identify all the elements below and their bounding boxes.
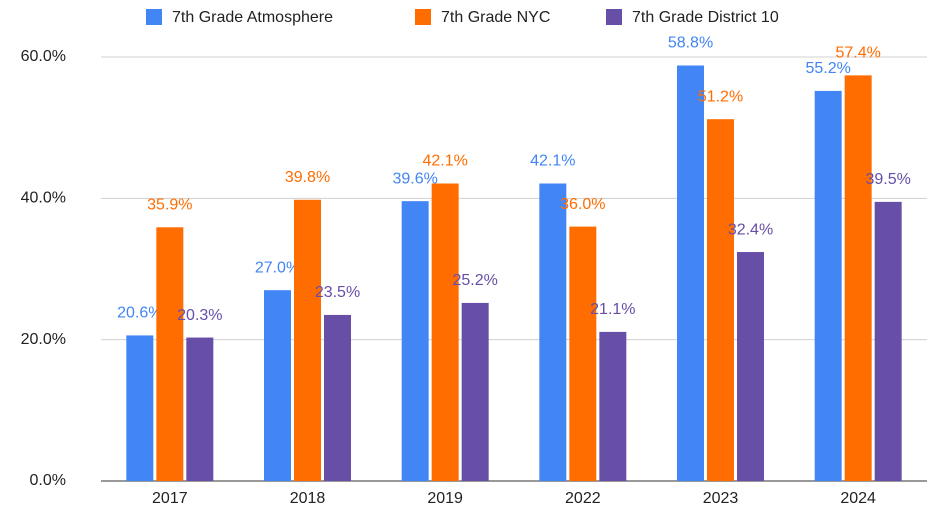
data-label: 39.6% — [392, 170, 437, 187]
bar — [737, 252, 764, 481]
bar — [461, 302, 489, 481]
y-tick-label: 20.0% — [21, 331, 66, 348]
bar — [126, 335, 154, 481]
data-label: 35.9% — [147, 197, 192, 214]
bar — [401, 201, 429, 481]
data-label: 39.8% — [285, 169, 330, 186]
bar — [599, 331, 627, 481]
data-label: 27.0% — [255, 259, 300, 276]
y-tick-label: 60.0% — [21, 48, 66, 65]
bar — [707, 119, 734, 481]
x-tick-label: 2024 — [840, 490, 876, 507]
bar — [677, 65, 704, 481]
x-tick-label: 2019 — [427, 490, 463, 507]
data-label: 55.2% — [805, 60, 850, 77]
x-tick-label: 2022 — [565, 490, 601, 507]
bar — [431, 183, 459, 481]
bar — [569, 226, 597, 481]
data-label: 32.4% — [728, 221, 773, 238]
y-tick-label: 40.0% — [21, 190, 66, 207]
data-label: 25.2% — [452, 272, 497, 289]
y-tick-label: 0.0% — [30, 472, 66, 489]
data-label: 36.0% — [560, 196, 605, 213]
legend-swatch — [606, 9, 622, 25]
legend-swatch — [415, 9, 431, 25]
data-label: 39.5% — [865, 171, 910, 188]
bar — [156, 227, 184, 481]
bar — [844, 75, 872, 481]
data-label: 42.1% — [530, 153, 575, 170]
data-label: 51.2% — [698, 88, 743, 105]
bar — [294, 199, 321, 481]
x-tick-label: 2023 — [703, 490, 739, 507]
legend-swatch — [146, 9, 162, 25]
data-label: 58.8% — [668, 35, 713, 52]
bar — [264, 290, 291, 481]
x-tick-label: 2018 — [290, 490, 326, 507]
legend-label: 7th Grade District 10 — [632, 9, 779, 26]
bar — [186, 337, 214, 481]
data-label: 23.5% — [315, 284, 360, 301]
legend-label: 7th Grade NYC — [441, 9, 550, 26]
data-label: 57.4% — [835, 45, 880, 62]
data-label: 42.1% — [422, 153, 467, 170]
data-label: 20.3% — [177, 307, 222, 324]
bar — [324, 314, 351, 481]
x-tick-label: 2017 — [152, 490, 188, 507]
bar — [874, 201, 902, 481]
legend-label: 7th Grade Atmosphere — [172, 9, 333, 26]
data-label: 21.1% — [590, 301, 635, 318]
bar — [814, 90, 842, 482]
bar — [539, 183, 567, 481]
data-label: 20.6% — [117, 305, 162, 322]
